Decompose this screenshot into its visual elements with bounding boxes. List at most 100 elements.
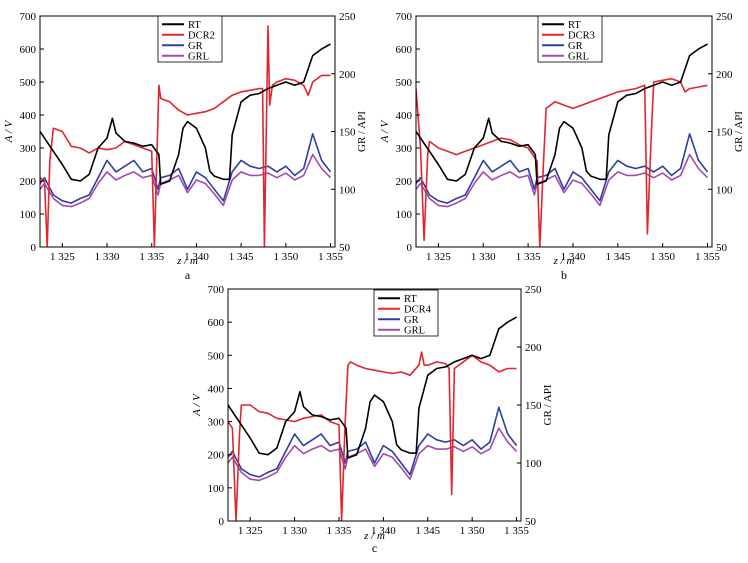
y-left-tick-label: 400: [396, 110, 413, 122]
x-tick-label: 1 335: [139, 251, 164, 263]
series-line-rt: [40, 43, 331, 186]
y-right-tick-label: 100: [525, 458, 542, 470]
panel-label: c: [372, 541, 377, 555]
y-right-tick-label: 200: [716, 69, 733, 81]
y-left-tick-label: 200: [208, 450, 225, 462]
x-axis-label: z / m: [176, 255, 198, 267]
legend-label-dcr3: DCR3: [568, 30, 595, 41]
x-tick-label: 1 355: [504, 525, 529, 537]
panel-label: b: [561, 268, 567, 282]
series-line-gr: [228, 406, 518, 478]
x-tick-label: 1 345: [415, 525, 440, 537]
series-line-grl: [228, 427, 518, 482]
legend-label-gr: GR: [188, 41, 203, 52]
y-right-tick-label: 150: [339, 127, 356, 139]
y-left-tick-label: 400: [20, 110, 37, 122]
legend-label-gr: GR: [568, 41, 583, 52]
legend-label-dcr4: DCR4: [404, 304, 432, 315]
chart-panel-c: 1 325 1 330 1 335 1 340 1 345 1 350 1 355 0 100 2…: [191, 284, 554, 555]
series-line-gr: [40, 133, 332, 204]
y-left-tick-label: 200: [20, 176, 37, 188]
legend-label-dcr2: DCR2: [188, 30, 215, 41]
y-left-tick-label: 600: [208, 317, 225, 329]
y-right-tick-label: 250: [525, 284, 542, 296]
legend-label-rt: RT: [188, 20, 201, 31]
y-left-tick-label: 500: [396, 77, 413, 89]
x-tick-label: 1 345: [229, 251, 254, 263]
y-left-tick-label: 400: [208, 383, 225, 395]
y-right-tick-label: 100: [339, 184, 356, 196]
series-line-grl: [40, 153, 332, 208]
legend-label-grl: GRL: [404, 325, 425, 336]
y-right-tick-label: 250: [716, 11, 733, 23]
x-tick-label: 1 330: [95, 251, 120, 263]
x-axis-label: z / m: [363, 530, 385, 542]
series-line-rt: [228, 316, 517, 459]
y-left-tick-label: 0: [31, 242, 37, 254]
x-tick-label: 1 330: [282, 525, 307, 537]
series-line-dcr3: [416, 77, 708, 247]
y-right-tick-label: 150: [716, 127, 733, 139]
y-right-axis-label: GR / API: [542, 384, 554, 425]
y-left-tick-label: 100: [208, 483, 225, 495]
y-left-tick-label: 700: [208, 284, 225, 296]
y-right-tick-label: 150: [525, 400, 542, 412]
series-lines: [228, 316, 518, 521]
y-right-tick-label: 200: [525, 342, 542, 354]
y-right-tick-label: 250: [339, 11, 356, 23]
series-lines: [416, 43, 709, 247]
y-left-tick-label: 600: [396, 44, 413, 56]
x-tick-label: 1 325: [238, 525, 263, 537]
x-tick-label: 1 330: [471, 251, 496, 263]
y-right-tick-label: 50: [716, 242, 728, 254]
series-line-dcr4: [228, 351, 517, 521]
y-right-tick-label: 100: [716, 184, 733, 196]
y-left-tick-label: 500: [208, 350, 225, 362]
y-left-tick-label: 300: [208, 417, 225, 429]
series-line-dcr2: [40, 25, 331, 247]
y-left-tick-label: 300: [396, 143, 413, 155]
y-left-tick-label: 200: [396, 176, 413, 188]
panel-label: a: [185, 268, 191, 282]
series-line-rt: [416, 43, 708, 186]
x-axis-label: z / m: [553, 255, 575, 267]
y-left-tick-label: 0: [219, 516, 225, 528]
y-left-tick-label: 700: [20, 11, 37, 23]
y-left-axis-label: A / V: [3, 119, 15, 143]
y-left-tick-label: 0: [407, 242, 413, 254]
x-tick-label: 1 355: [695, 251, 720, 263]
x-tick-label: 1 340: [561, 251, 586, 263]
legend-label-grl: GRL: [568, 51, 589, 62]
y-left-axis-label: A / V: [379, 119, 391, 143]
y-left-axis-label: A / V: [191, 393, 203, 417]
legend-label-gr: GR: [404, 315, 419, 326]
x-tick-label: 1 345: [605, 251, 630, 263]
chart-panel-b: 1 325 1 330 1 335 1 340 1 345 1 350 1 355 0 100 2…: [379, 11, 745, 282]
y-left-tick-label: 100: [20, 209, 37, 221]
y-right-axis-label: GR / API: [733, 111, 745, 152]
x-tick-label: 1 350: [650, 251, 675, 263]
chart-panel-a: 1 325 1 330 1 335 1 340 1 345 1 350 1 355 0 100 2…: [3, 11, 368, 282]
x-tick-label: 1 335: [516, 251, 541, 263]
y-right-tick-label: 50: [525, 516, 537, 528]
x-tick-label: 1 340: [371, 525, 396, 537]
series-line-gr: [416, 133, 709, 204]
series-lines: [40, 25, 332, 247]
x-tick-label: 1 340: [184, 251, 209, 263]
x-tick-label: 1 350: [273, 251, 298, 263]
y-left-tick-label: 500: [20, 77, 37, 89]
x-tick-label: 1 355: [318, 251, 343, 263]
x-tick-label: 1 325: [426, 251, 451, 263]
y-left-tick-label: 100: [396, 209, 413, 221]
y-left-tick-label: 600: [20, 44, 37, 56]
y-right-axis-label: GR / API: [356, 111, 368, 152]
x-tick-label: 1 335: [327, 525, 352, 537]
series-line-grl: [416, 153, 709, 208]
legend-label-rt: RT: [568, 20, 581, 31]
y-right-tick-label: 200: [339, 69, 356, 81]
